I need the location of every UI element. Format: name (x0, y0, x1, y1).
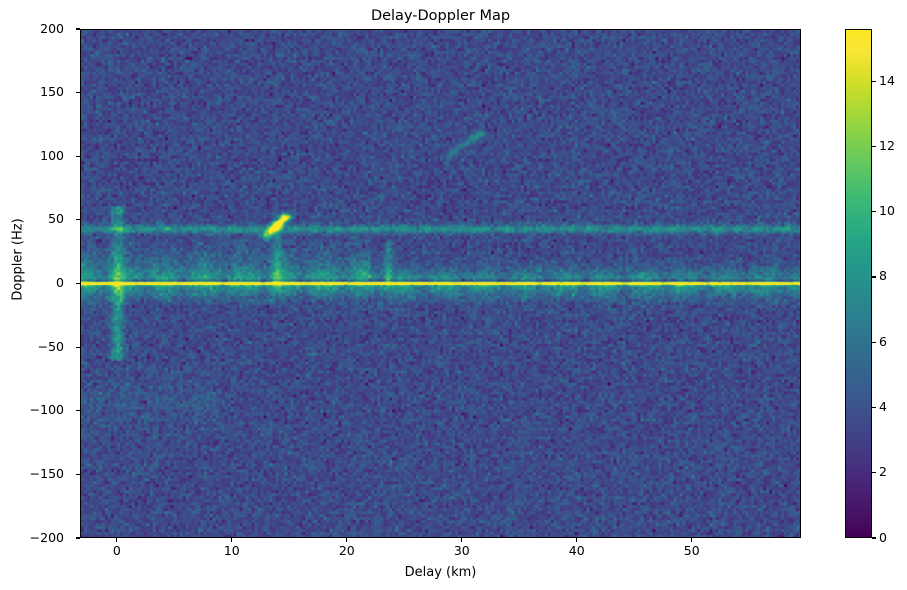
y-tick-mark (76, 537, 80, 539)
y-tick-label: −100 (29, 402, 64, 418)
x-tick-label: 20 (338, 543, 355, 558)
y-tick-mark (76, 346, 80, 348)
colorbar-tick-label: 10 (879, 203, 895, 219)
y-tick-label: 50 (48, 211, 64, 227)
x-tick-mark (231, 538, 233, 542)
x-tick-label: 0 (112, 543, 121, 558)
colorbar-tick-mark (872, 276, 876, 278)
x-tick-label: 50 (683, 543, 700, 558)
x-tick-label: 30 (453, 543, 470, 558)
colorbar-tick-label: 4 (879, 398, 887, 414)
y-tick-mark (76, 410, 80, 412)
x-axis-label: Delay (km) (404, 565, 477, 580)
colorbar-tick-mark (872, 341, 876, 343)
colorbar-tick-label: 12 (879, 137, 895, 153)
y-tick-label: −150 (29, 465, 64, 481)
y-tick-label: 100 (40, 147, 64, 163)
colorbar-tick-mark (872, 211, 876, 213)
colorbar-tick-mark (872, 145, 876, 147)
y-tick-label: −50 (37, 338, 64, 354)
x-tick-mark (576, 538, 578, 542)
colorbar-tick-mark (872, 80, 876, 82)
y-tick-mark (76, 28, 80, 30)
y-tick-mark (76, 92, 80, 94)
colorbar-tick-mark (872, 537, 876, 539)
page-title: Delay-Doppler Map (370, 8, 511, 24)
y-tick-mark (76, 282, 80, 285)
colorbar-tick-label: 6 (879, 333, 887, 349)
colorbar-tick-label: 14 (879, 72, 895, 88)
x-tick-label: 40 (568, 543, 585, 558)
y-tick-mark (76, 155, 80, 157)
y-tick-label: −200 (29, 529, 64, 545)
x-tick-mark (691, 538, 693, 542)
x-tick-label: 10 (223, 543, 240, 558)
colorbar-tick-label: 8 (879, 268, 887, 284)
y-axis-label: Doppler (Hz) (10, 218, 26, 301)
colorbar-tick-mark (872, 406, 876, 409)
colorbar[interactable] (845, 29, 872, 538)
y-tick-mark (76, 219, 80, 221)
x-tick-mark (461, 538, 463, 542)
y-tick-label: 150 (40, 84, 64, 100)
colorbar-tick-mark (872, 472, 876, 474)
colorbar-tick-label: 2 (879, 464, 887, 480)
y-tick-mark (76, 473, 80, 475)
x-tick-mark (346, 538, 348, 542)
delay-doppler-heatmap-axes[interactable] (80, 29, 801, 538)
colorbar-tick-label: 0 (879, 529, 887, 545)
heatmap-image (81, 30, 800, 537)
x-tick-mark (116, 538, 118, 542)
y-tick-label: 0 (56, 275, 64, 290)
colorbar-gradient (845, 29, 872, 538)
y-tick-label: 200 (40, 20, 64, 36)
